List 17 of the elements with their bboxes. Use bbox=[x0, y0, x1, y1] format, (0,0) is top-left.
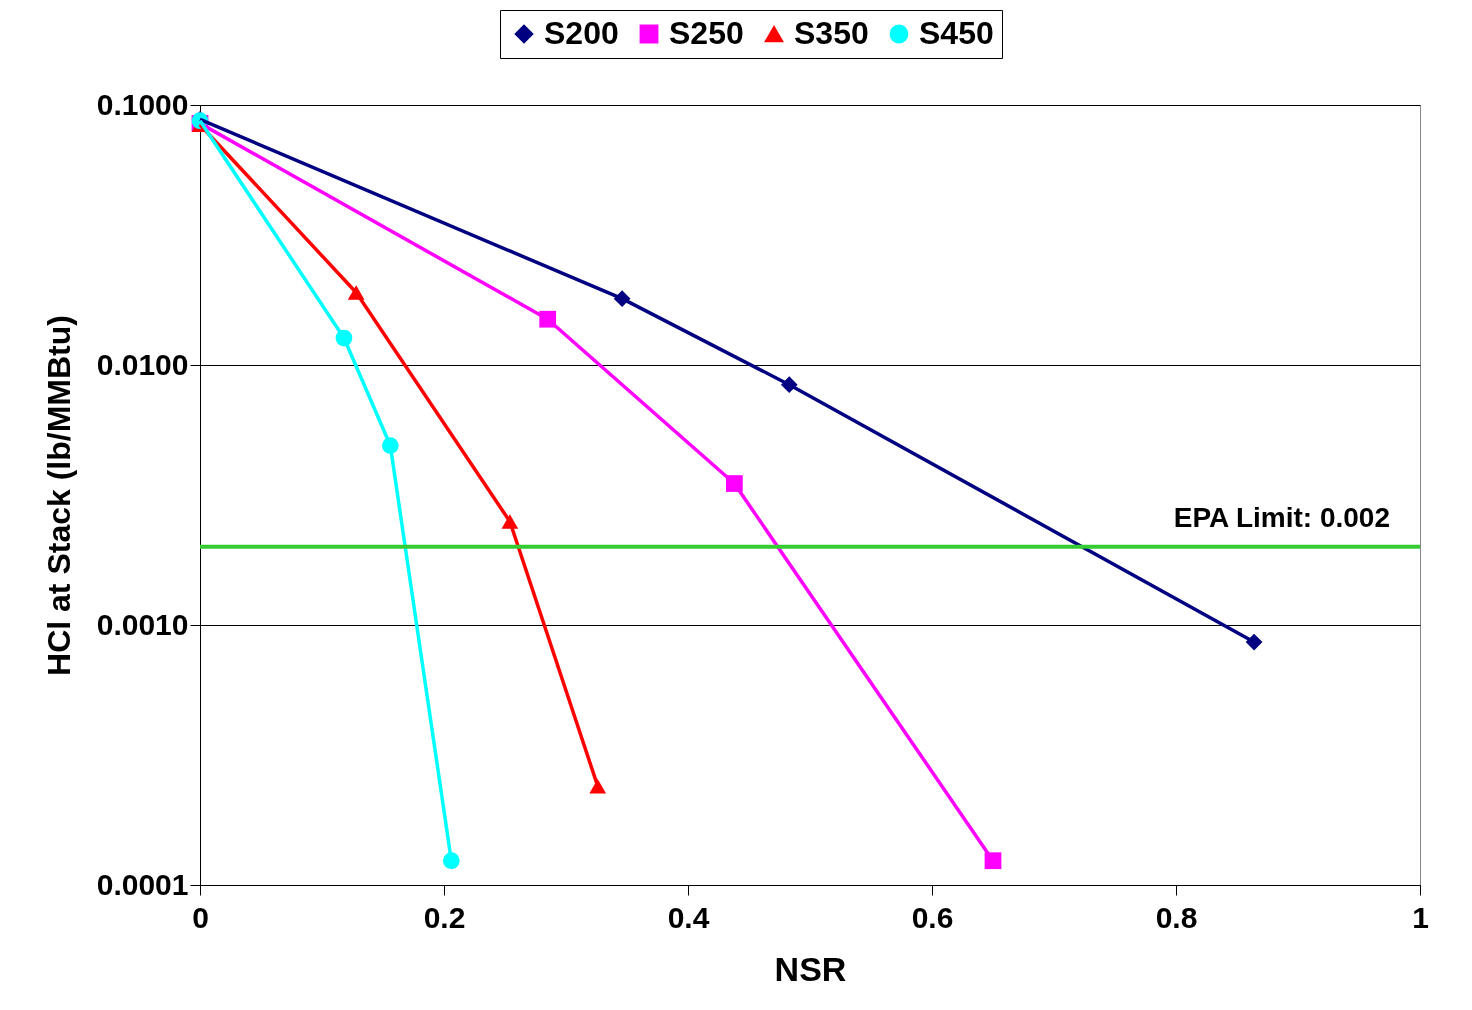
legend-label: S250 bbox=[669, 15, 744, 51]
x-tick-label: 0 bbox=[192, 900, 209, 934]
x-tick-label: 1 bbox=[1412, 900, 1429, 934]
x-tick-label: 0.8 bbox=[1155, 900, 1198, 934]
x-tick-label: 0.2 bbox=[423, 900, 466, 934]
y-tick-label: 0.1000 bbox=[96, 87, 189, 121]
y-axis-title: HCl at Stack (lb/MMBtu) bbox=[40, 315, 77, 676]
y-tick-label: 0.0100 bbox=[96, 347, 189, 381]
y-tick-label: 0.0010 bbox=[96, 607, 189, 641]
legend-label: S200 bbox=[544, 15, 619, 51]
ref-line-label: EPA Limit: 0.002 bbox=[1173, 501, 1390, 533]
x-tick-label: 0.4 bbox=[667, 900, 710, 934]
legend-label: S450 bbox=[919, 15, 994, 51]
x-axis-title: NSR bbox=[774, 949, 847, 988]
x-tick-label: 0.6 bbox=[911, 900, 954, 934]
y-tick-label: 0.0001 bbox=[96, 867, 189, 901]
legend-label: S350 bbox=[794, 15, 869, 51]
